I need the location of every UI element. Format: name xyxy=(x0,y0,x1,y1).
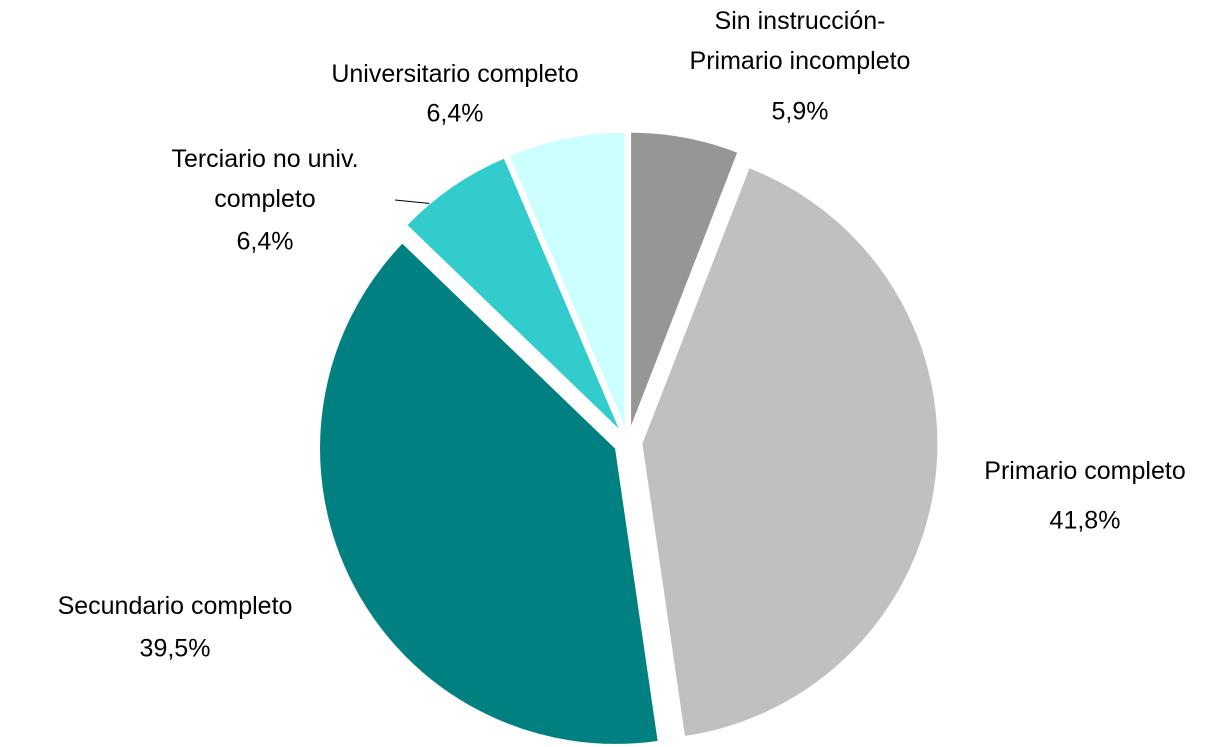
pie-slice xyxy=(406,157,621,431)
slice-value: 39,5% xyxy=(140,635,211,663)
slice-value: 6,4% xyxy=(237,228,294,256)
pie-slice xyxy=(319,242,659,745)
slice-label: Secundario completo xyxy=(58,592,293,620)
pie-slice xyxy=(508,131,626,429)
slice-label: Universitario completo xyxy=(331,60,578,88)
slice-value: 5,9% xyxy=(772,98,829,126)
slice-label: Sin instrucción-Primario incompleto xyxy=(690,7,911,75)
slice-label: Primario completo xyxy=(984,457,1185,485)
pie-slice xyxy=(630,131,739,429)
slice-value: 41,8% xyxy=(1050,507,1121,535)
slice-label: Terciario no univ. completo xyxy=(171,145,358,213)
slice-value: 6,4% xyxy=(427,100,484,128)
pie-slice xyxy=(641,167,939,738)
